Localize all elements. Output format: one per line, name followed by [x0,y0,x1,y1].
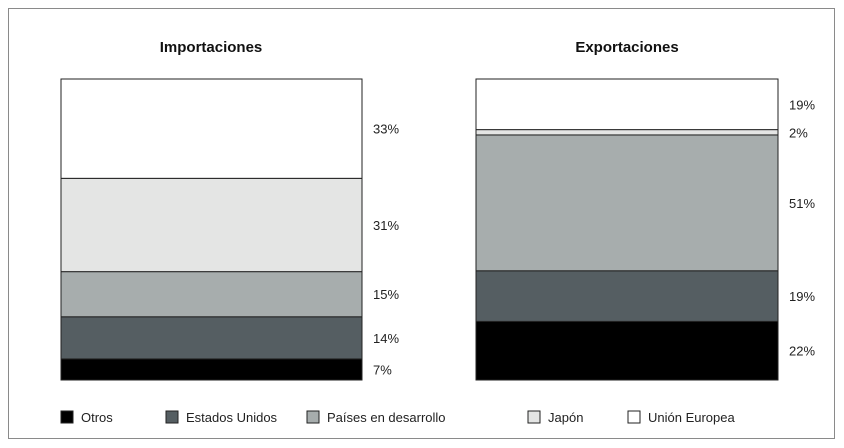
legend-swatch-estados-unidos [165,410,179,424]
data-label-exports-japon: 2% [789,125,808,140]
data-label-imports-union-europea: 33% [373,122,399,137]
bar-segment-exports-union-europea [475,78,779,131]
bars-group: 7% 14% 15% 31% 33% 22% 19% 51% 2% 19% [60,78,815,381]
data-label-imports-paises-en-desarrollo: 15% [373,287,399,302]
data-label-exports-union-europea: 19% [789,97,815,112]
chart-title-exports: Exportaciones [575,39,678,56]
legend-swatch-otros [60,410,74,424]
data-label-exports-estados-unidos: 19% [789,289,815,304]
bar-segment-exports-otros [475,320,779,381]
data-label-imports-otros: 7% [373,362,392,377]
data-label-imports-estados-unidos: 14% [373,331,399,346]
legend-label-japon: Japón [548,410,583,425]
legend: Otros Estados Unidos Países en desarrollo J… [60,410,735,425]
bar-segment-imports-union-europea [60,78,363,179]
data-label-imports-japon: 31% [373,218,399,233]
bar-segment-imports-paises-en-desarrollo [60,271,363,318]
bar-segment-exports-estados-unidos [475,270,779,322]
legend-swatch-paises-en-desarrollo [306,410,320,424]
legend-label-otros: Otros [81,410,113,425]
bar-segment-imports-japon [60,177,363,273]
bar-segment-exports-paises-en-desarrollo [475,134,779,272]
legend-swatch-union-europea [627,410,641,424]
bar-segment-exports-japon [475,129,779,136]
legend-label-union-europea: Unión Europea [648,410,735,425]
chart-frame [8,8,835,439]
bar-segment-imports-otros [60,358,363,381]
chart-title-imports: Importaciones [160,39,263,56]
data-label-exports-paises-en-desarrollo: 51% [789,196,815,211]
legend-swatch-japon [527,410,541,424]
legend-label-paises-en-desarrollo: Países en desarrollo [327,410,446,425]
legend-label-estados-unidos: Estados Unidos [186,410,278,425]
bar-segment-imports-estados-unidos [60,316,363,360]
data-label-exports-otros: 22% [789,344,815,359]
